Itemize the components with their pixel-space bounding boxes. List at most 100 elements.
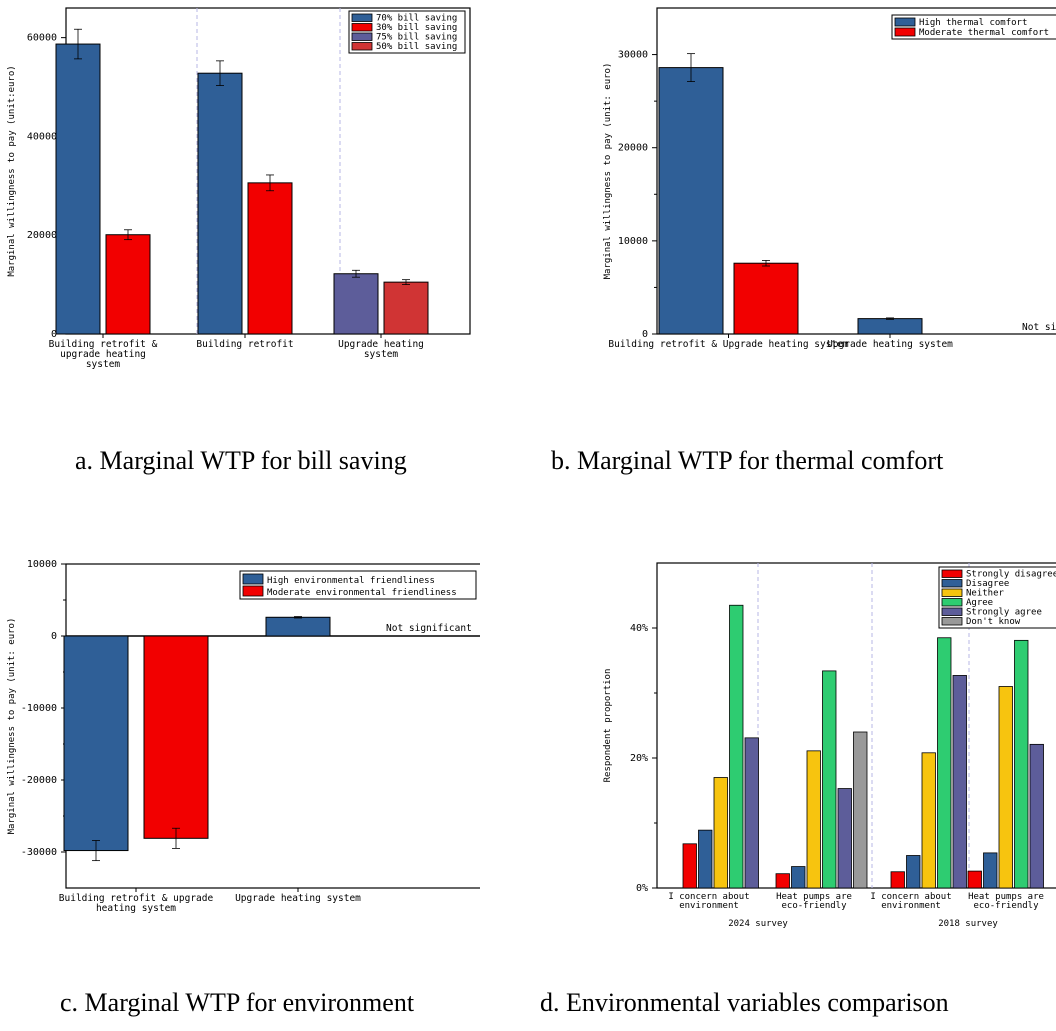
bar (729, 604, 744, 889)
x-tick-label: Heat pumps are (968, 892, 1044, 902)
y-tick-label: -30000 (21, 847, 57, 858)
annotation-not-significant: Not significant (1022, 322, 1056, 333)
y-axis-label: Marginal willingness to pay (unit:euro) (7, 65, 17, 276)
legend-label: Don't know (966, 617, 1021, 627)
y-tick-label: 20000 (618, 143, 648, 154)
caption-b: b. Marginal WTP for thermal comfort (551, 446, 944, 475)
x-tick-label: Building retrofit & upgrade (59, 893, 214, 904)
bar (998, 686, 1013, 889)
legend-swatch (941, 588, 963, 597)
legend-swatch (351, 42, 373, 51)
legend-swatch (941, 579, 963, 588)
bar (791, 866, 806, 889)
legend-swatch (351, 32, 373, 41)
legend-swatch (894, 27, 916, 37)
x-tick-label: Building retrofit (196, 339, 293, 350)
survey-label: 2018 survey (938, 919, 998, 929)
panel-a: 0 20000 40000 60000 Marginal willingness to … (0, 0, 480, 400)
bar (105, 234, 151, 335)
x-tick-label: I concern about (870, 892, 951, 902)
bar (733, 262, 799, 335)
panel-c: -30000 -20000 -10000 0 10000 Marginal willing… (0, 555, 480, 935)
bar (698, 829, 713, 889)
chart-a: 0 20000 40000 60000 Marginal willingness to … (7, 7, 471, 370)
legend-swatch (242, 573, 264, 585)
legend-label: Moderate environmental friendliness (267, 588, 457, 598)
bar (890, 871, 905, 889)
caption-c: c. Marginal WTP for environment (60, 988, 415, 1017)
x-tick-label: Building retrofit & (49, 339, 158, 350)
x-tick-label: environment (881, 901, 941, 911)
bar (967, 870, 982, 889)
bar (906, 855, 921, 889)
bar (265, 616, 331, 637)
y-tick-label: 30000 (618, 50, 648, 61)
annotation-not-significant: Not significant (386, 623, 472, 634)
legend-label: 30% bill saving (376, 23, 457, 33)
x-tick-label: environment (679, 901, 739, 911)
y-tick-label: 0 (51, 329, 57, 340)
legend-swatch (351, 13, 373, 22)
x-tick-label: system (86, 359, 121, 370)
bar (775, 873, 790, 889)
x-tick-label: heating system (96, 903, 176, 914)
bar (857, 318, 923, 335)
bar (658, 67, 724, 335)
legend-label: Neither (966, 589, 1005, 599)
x-tick-label: Upgrade heating (338, 339, 424, 350)
x-tick-label: I concern about (668, 892, 749, 902)
x-tick-label: system (364, 349, 399, 360)
y-tick-label: 20000 (27, 230, 57, 241)
x-tick-label: Building retrofit & Upgrade heating syst… (608, 339, 848, 350)
y-tick-label: 0 (51, 631, 57, 642)
bar (63, 635, 129, 852)
caption-d: d. Environmental variables comparison (540, 988, 949, 1017)
legend-label: High environmental friendliness (267, 576, 435, 586)
bar (247, 182, 293, 335)
legend-label: 75% bill saving (376, 33, 457, 43)
bar (937, 637, 952, 889)
x-tick-label: Upgrade heating system (235, 893, 361, 904)
legend-swatch (941, 598, 963, 607)
y-tick-label: 40000 (27, 131, 57, 142)
bar (383, 281, 429, 335)
legend-label: 50% bill saving (376, 42, 457, 52)
x-tick-label: eco-friendly (781, 901, 847, 911)
legend-swatch (894, 17, 916, 27)
bar (682, 843, 697, 889)
bar (952, 675, 967, 889)
y-tick-label: -20000 (21, 775, 57, 786)
bar (713, 777, 728, 889)
legend-swatch (242, 585, 264, 597)
y-tick-label: 0 (642, 329, 648, 340)
legend-label: 70% bill saving (376, 14, 457, 24)
bar (143, 635, 209, 839)
y-tick-label: 0% (636, 883, 648, 894)
legend-label: High thermal comfort (919, 18, 1027, 28)
bar (822, 670, 837, 889)
bar (1014, 639, 1029, 889)
y-axis-label: Marginal willingness to pay (unit: euro) (603, 63, 613, 280)
legend-swatch (941, 607, 963, 616)
bar (853, 731, 868, 889)
bar (1029, 743, 1044, 889)
bar (806, 750, 821, 889)
legend-swatch (351, 23, 373, 32)
bar (983, 852, 998, 889)
legend-label: Strongly agree (966, 608, 1042, 618)
chart-c: -30000 -20000 -10000 0 10000 Marginal willing… (7, 559, 480, 914)
y-axis-label: Respondent proportion (603, 669, 613, 783)
panel-d: 0% 20% 40% Respondent proportion I concern a… (596, 555, 1056, 935)
legend-swatch (941, 569, 963, 578)
y-tick-label: 10000 (618, 236, 648, 247)
x-tick-label: Upgrade heating system (827, 339, 953, 350)
bar (921, 752, 936, 889)
survey-label: 2024 survey (728, 919, 788, 929)
legend-label: Agree (966, 598, 993, 608)
bar (837, 788, 852, 889)
y-tick-label: 60000 (27, 33, 57, 44)
bar (197, 72, 243, 335)
legend-box (239, 570, 477, 600)
caption-a: a. Marginal WTP for bill saving (75, 446, 407, 475)
legend-label: Disagree (966, 579, 1009, 589)
